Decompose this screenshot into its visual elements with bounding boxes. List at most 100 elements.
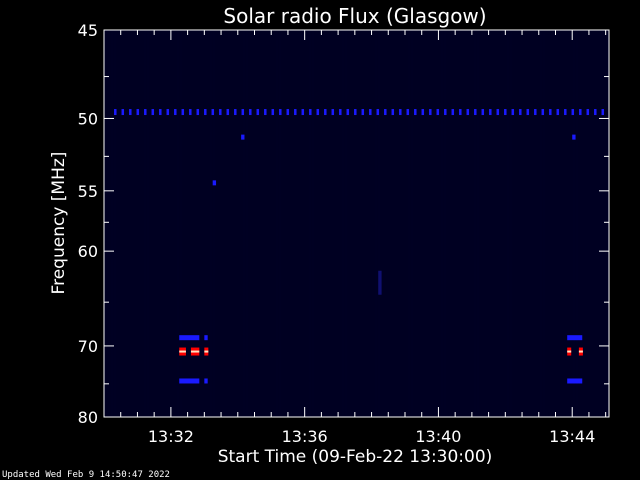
emission-band [249, 109, 252, 116]
emission-band [556, 109, 560, 116]
emission-spot [179, 378, 200, 384]
emission-spot [179, 335, 200, 341]
emission-band [474, 109, 477, 116]
emission-band [136, 109, 140, 116]
emission-band [421, 109, 425, 116]
x-tick-label: 13:40 [415, 427, 461, 446]
emission-band [361, 109, 365, 116]
emission-band [151, 109, 155, 116]
emission-band [429, 109, 432, 116]
emission-band [324, 109, 327, 116]
emission-band [436, 109, 440, 116]
emission-spot [204, 335, 208, 341]
heatmap-layer [105, 31, 608, 416]
chart-title: Solar radio Flux (Glasgow) [223, 4, 486, 28]
emission-band [279, 109, 282, 116]
y-tick-label: 80 [78, 408, 98, 427]
x-tick-label: 13:44 [549, 427, 595, 446]
emission-band [384, 109, 387, 116]
emission-band [414, 109, 417, 116]
emission-band [504, 109, 507, 116]
emission-spot [567, 378, 583, 384]
y-tick-label: 50 [78, 109, 98, 128]
emission-band [444, 109, 447, 116]
y-axis: 45 50 55 60 70 80 [78, 21, 609, 427]
x-axis: 13:32 13:36 13:40 13:44 [103, 30, 607, 446]
emission-band [121, 109, 125, 116]
burst-peak [204, 350, 209, 353]
emission-band [114, 109, 117, 116]
emission-band [196, 109, 200, 116]
emission-band [399, 109, 402, 116]
emission-band [534, 109, 537, 116]
emission-band [489, 109, 492, 116]
emission-band [264, 109, 267, 116]
emission-band [256, 109, 260, 116]
emission-band [271, 109, 275, 116]
emission-band [339, 109, 342, 116]
emission-spot [204, 378, 208, 384]
emission-band [234, 109, 237, 116]
emission-band [166, 109, 170, 116]
emission-band [129, 109, 132, 116]
emission-band [451, 109, 455, 116]
emission-band [579, 109, 582, 116]
y-tick-label: 70 [78, 337, 98, 356]
y-tick-label: 55 [78, 182, 98, 201]
emission-band [466, 109, 470, 116]
emission-band [571, 109, 575, 116]
emission-band [346, 109, 350, 116]
y-tick-label: 60 [78, 242, 98, 261]
emission-band [309, 109, 312, 116]
emission-band [181, 109, 185, 116]
emission-band [159, 109, 162, 116]
updated-timestamp: Updated Wed Feb 9 14:50:47 2022 [2, 470, 170, 480]
emission-spot [572, 134, 576, 140]
y-tick-label: 45 [78, 21, 98, 40]
emission-band [189, 109, 192, 116]
emission-band [601, 109, 605, 116]
burst-peak [190, 350, 200, 353]
emission-band [586, 109, 590, 116]
emission-band [301, 109, 305, 116]
emission-band [316, 109, 320, 116]
emission-band [376, 109, 380, 116]
emission-band [519, 109, 522, 116]
emission-band [511, 109, 515, 116]
plot-frame [103, 29, 610, 418]
emission-band [541, 109, 545, 116]
x-tick-label: 13:36 [282, 427, 328, 446]
emission-band [226, 109, 230, 116]
x-tick-label: 13:32 [148, 427, 194, 446]
burst-peak [578, 350, 583, 353]
plot-area [104, 30, 609, 417]
emission-band [286, 109, 290, 116]
emission-band [219, 109, 222, 116]
emission-band [481, 109, 485, 116]
emission-band [549, 109, 552, 116]
emission-band [496, 109, 500, 116]
emission-band [211, 109, 215, 116]
emission-band [594, 109, 597, 116]
emission-band [369, 109, 372, 116]
emission-band [564, 109, 567, 116]
emission-band [294, 109, 297, 116]
emission-band [241, 109, 245, 116]
y-axis-label: Frequency [MHz] [49, 152, 69, 295]
burst-peak [567, 350, 572, 353]
emission-band [526, 109, 530, 116]
emission-spot [212, 180, 217, 186]
emission-band [459, 109, 462, 116]
emission-band [391, 109, 395, 116]
burst-peak [179, 350, 186, 353]
emission-spot [241, 134, 245, 140]
emission-band [354, 109, 357, 116]
emission-spot [378, 270, 382, 295]
emission-band [174, 109, 177, 116]
emission-band [331, 109, 335, 116]
x-axis-label: Start Time (09-Feb-22 13:30:00) [218, 447, 493, 467]
emission-band [204, 109, 207, 116]
emission-band [144, 109, 147, 116]
emission-spot [567, 335, 583, 341]
